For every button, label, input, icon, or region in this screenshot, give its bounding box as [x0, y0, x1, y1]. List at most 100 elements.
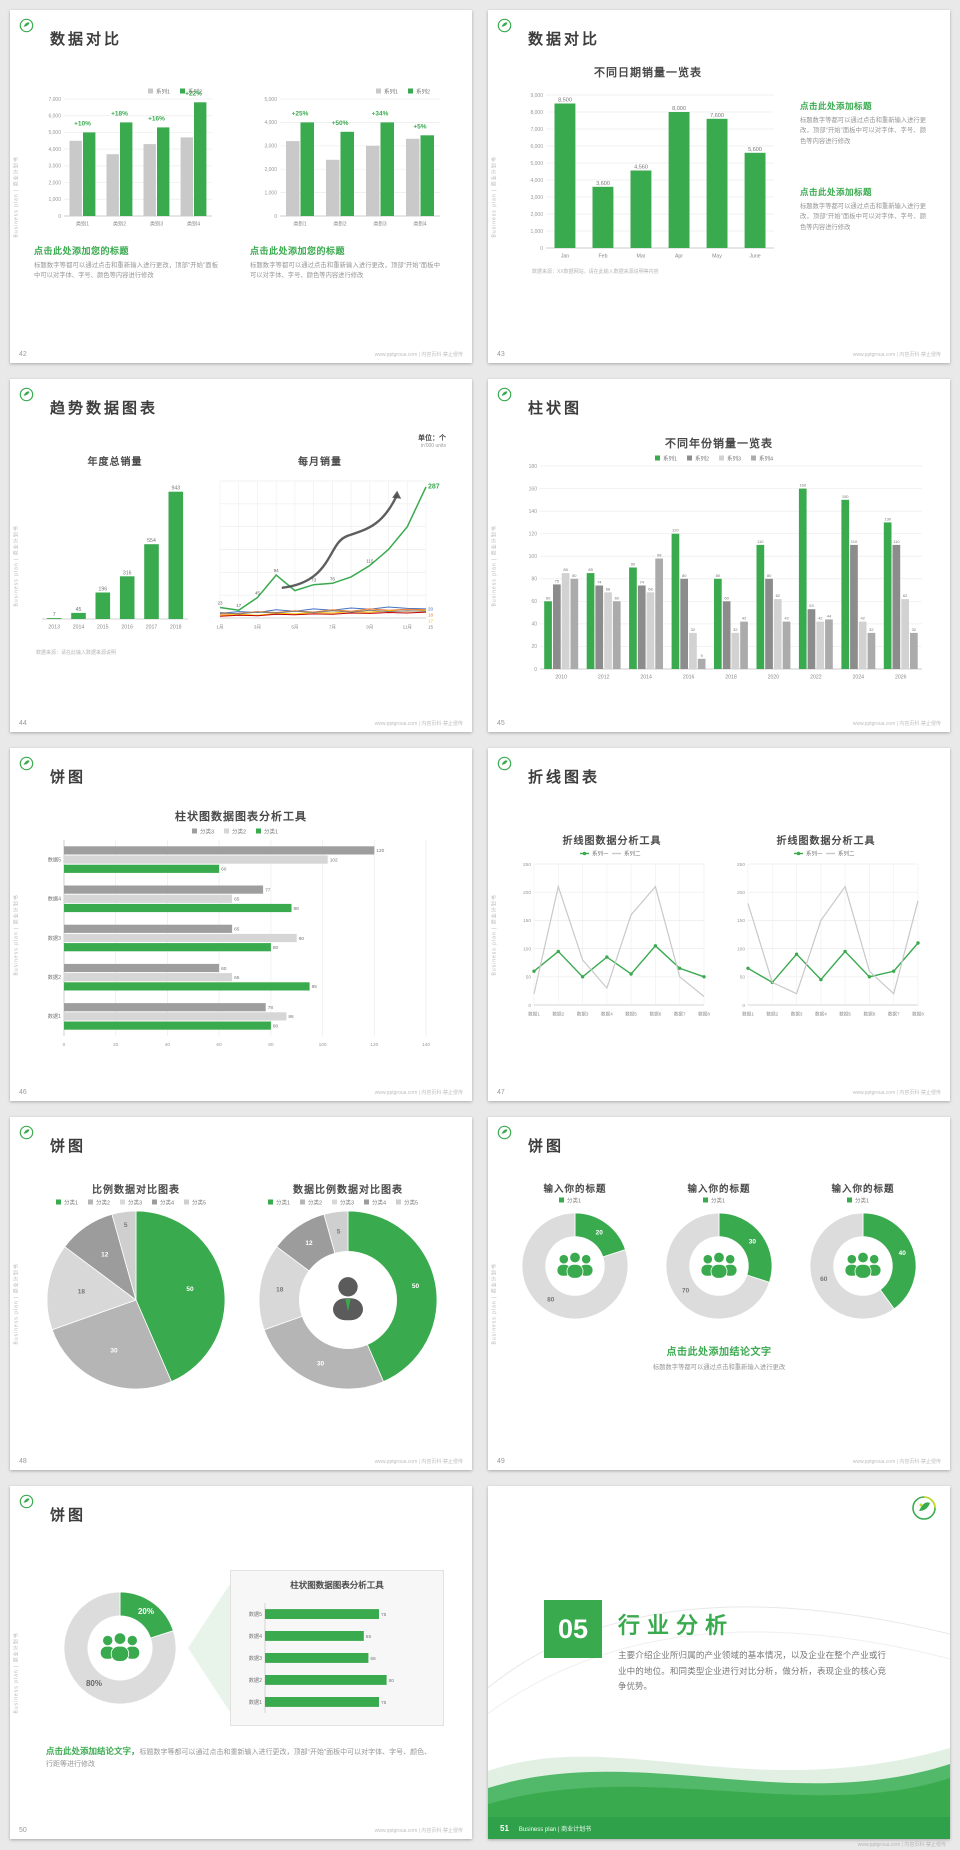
svg-text:+5%: +5% [413, 123, 426, 130]
svg-text:12: 12 [305, 1240, 313, 1247]
svg-text:60: 60 [820, 1276, 828, 1283]
svg-text:60: 60 [221, 966, 227, 972]
svg-text:分类2: 分类2 [232, 828, 246, 836]
brand-logo-icon [19, 1125, 34, 1140]
svg-text:80: 80 [273, 1023, 279, 1029]
svg-text:+25%: +25% [292, 110, 309, 117]
svg-text:70: 70 [682, 1287, 690, 1294]
svg-text:85: 85 [588, 567, 593, 572]
svg-text:2013: 2013 [48, 625, 60, 631]
footer-site-text: www.pptgroua.com | 内容页科·禁止侵传 [852, 721, 941, 727]
slide-50: Business plan | 商业计划书 饼图 20% 80% 柱状图数据图表分… [10, 1486, 472, 1839]
footer-site-text: www.pptgroua.com | 内容页科·禁止侵传 [852, 1459, 941, 1465]
svg-text:2010: 2010 [555, 675, 567, 681]
svg-text:0: 0 [274, 214, 277, 220]
svg-text:Mar: Mar [637, 254, 646, 260]
svg-text:5,000: 5,000 [48, 130, 61, 136]
svg-text:62: 62 [776, 593, 781, 598]
svg-text:100: 100 [319, 1042, 327, 1048]
sidebar-vertical-text: Business plan | 商业计划书 [13, 1631, 20, 1714]
svg-text:系列一: 系列一 [592, 850, 609, 858]
brand-logo-icon [19, 387, 34, 402]
svg-text:17: 17 [428, 618, 434, 623]
svg-text:15: 15 [428, 624, 434, 629]
svg-text:50: 50 [186, 1286, 194, 1293]
svg-text:4,000: 4,000 [264, 120, 277, 126]
svg-text:100: 100 [523, 946, 531, 952]
sidebar-vertical-text: Business plan | 商业计划书 [491, 893, 498, 976]
svg-text:2020: 2020 [768, 675, 780, 681]
svg-text:4,000: 4,000 [530, 178, 543, 184]
svg-text:90: 90 [299, 936, 305, 942]
svg-text:74: 74 [639, 580, 644, 585]
svg-text:9: 9 [701, 653, 704, 658]
svg-text:数据5: 数据5 [625, 1011, 637, 1018]
panel-bar-chart: 数据5 75 数据4 65 数据3 68 数据2 80 数据1 75 [239, 1599, 433, 1717]
svg-text:140: 140 [529, 509, 538, 515]
svg-text:数据6: 数据6 [650, 1011, 662, 1018]
svg-text:7,000: 7,000 [48, 97, 61, 103]
slide-title: 数据对比 [50, 31, 123, 48]
svg-text:2026: 2026 [895, 675, 907, 681]
svg-text:20: 20 [531, 644, 537, 650]
svg-text:120: 120 [370, 1042, 378, 1048]
page-number: 47 [497, 1089, 505, 1096]
footer-site-text: www.pptgroua.com | 内容页科·禁止侵传 [374, 352, 463, 358]
sidebar-vertical-text: Business plan | 商业计划书 [13, 893, 20, 976]
svg-text:287: 287 [428, 483, 440, 490]
svg-text:数据1: 数据1 [48, 1012, 61, 1020]
svg-text:系列二: 系列二 [838, 850, 855, 858]
slide-46: Business plan | 商业计划书 饼图 柱状图数据图表分析工具 分类3… [10, 748, 472, 1101]
svg-text:数据4: 数据4 [815, 1011, 827, 1018]
svg-text:3月: 3月 [254, 625, 261, 631]
svg-text:74: 74 [597, 580, 602, 585]
svg-text:44: 44 [827, 613, 832, 618]
svg-text:分类1: 分类1 [567, 1197, 581, 1205]
svg-text:0: 0 [742, 1003, 745, 1009]
svg-text:94: 94 [274, 568, 280, 573]
svg-text:数据3: 数据3 [249, 1654, 262, 1662]
slide-title: 饼图 [50, 1507, 87, 1524]
svg-text:分类5: 分类5 [192, 1199, 206, 1207]
source-note: 数据来源：请在此输入数据来源说明 [36, 650, 117, 656]
pie-chart: 分类1 分类2 分类3 分类4 分类5 50 30 18 12 5 [42, 1197, 230, 1393]
svg-text:数据2: 数据2 [249, 1676, 262, 1684]
slide-title: 饼图 [50, 769, 87, 786]
svg-text:80: 80 [273, 945, 279, 951]
svg-text:78: 78 [268, 1005, 274, 1011]
svg-text:76: 76 [330, 576, 336, 581]
svg-text:80%: 80% [86, 1679, 102, 1688]
svg-text:50: 50 [526, 975, 532, 981]
svg-text:类别3: 类别3 [373, 220, 386, 228]
svg-text:40: 40 [165, 1042, 171, 1048]
svg-text:数据6: 数据6 [864, 1011, 876, 1018]
svg-text:数据7: 数据7 [674, 1011, 686, 1018]
page-number: 51 [500, 1823, 509, 1833]
page-number: 44 [19, 720, 27, 727]
svg-text:数据2: 数据2 [766, 1011, 778, 1018]
page-number: 48 [19, 1458, 27, 1465]
svg-text:数据4: 数据4 [48, 895, 61, 903]
slide-title: 数据对比 [528, 31, 601, 48]
svg-text:554: 554 [147, 538, 156, 544]
unit-sub: in'000 units [420, 443, 446, 449]
svg-text:5,000: 5,000 [530, 161, 543, 167]
svg-text:2014: 2014 [73, 625, 85, 631]
svg-text:77: 77 [265, 887, 271, 893]
svg-text:45: 45 [255, 591, 261, 596]
svg-text:150: 150 [523, 918, 531, 924]
svg-text:类别3: 类别3 [150, 220, 163, 228]
svg-text:7月: 7月 [329, 625, 336, 631]
body-text: 标题数字等都可以通过点击和重新输入进行更改，顶部“开始”面板中可以对字体、字号、… [34, 262, 218, 280]
donut-chart-1: 分类1 20 80 [518, 1195, 632, 1327]
svg-text:18: 18 [428, 612, 434, 617]
svg-text:68: 68 [606, 586, 611, 591]
svg-text:60: 60 [546, 595, 551, 600]
grouped-column-chart-left: 系列1 系列2 0 1,000 2,000 3,000 4,000 5,000 6,000 7,0… [34, 86, 218, 228]
svg-text:62: 62 [903, 593, 908, 598]
svg-text:17: 17 [236, 603, 242, 608]
svg-text:系列2: 系列2 [188, 88, 202, 96]
svg-text:9,000: 9,000 [530, 93, 543, 99]
svg-text:30: 30 [317, 1360, 325, 1367]
chart-title: 折线图数据分析工具 [562, 836, 662, 847]
